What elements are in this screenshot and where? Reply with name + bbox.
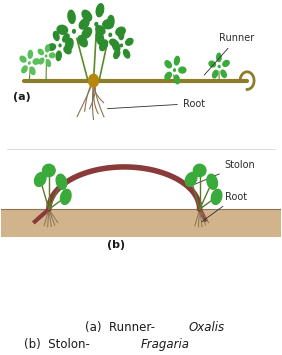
Ellipse shape [49,53,55,58]
Text: Fragaria: Fragaria [141,338,190,351]
Ellipse shape [20,56,26,62]
Ellipse shape [48,44,56,50]
Ellipse shape [82,28,92,38]
Ellipse shape [100,40,107,50]
Ellipse shape [53,32,59,40]
Ellipse shape [56,51,61,61]
Ellipse shape [221,70,226,77]
Text: Oxalis: Oxalis [188,321,224,334]
Ellipse shape [103,20,113,29]
Ellipse shape [56,174,67,189]
Ellipse shape [65,38,73,51]
Circle shape [89,74,98,87]
Ellipse shape [223,60,229,66]
Text: (b)  Stolon-: (b) Stolon- [24,338,90,351]
Ellipse shape [110,39,117,46]
Text: (b): (b) [107,240,125,250]
Text: Root: Root [202,192,247,222]
Circle shape [109,33,112,37]
Circle shape [45,55,47,57]
Ellipse shape [39,58,44,64]
Ellipse shape [213,70,218,78]
Ellipse shape [34,173,46,186]
Ellipse shape [33,59,39,64]
Ellipse shape [79,19,89,29]
Text: (a)  Runner-: (a) Runner- [85,321,155,334]
Ellipse shape [68,10,75,23]
Ellipse shape [64,47,71,54]
Ellipse shape [114,50,120,59]
Ellipse shape [185,173,197,186]
Ellipse shape [211,189,222,204]
Ellipse shape [61,189,71,204]
Ellipse shape [193,164,206,177]
Ellipse shape [108,16,114,27]
Ellipse shape [175,75,179,84]
Ellipse shape [43,164,55,177]
Ellipse shape [96,32,104,45]
Ellipse shape [96,4,104,17]
Ellipse shape [22,66,27,73]
Circle shape [173,69,175,71]
Ellipse shape [179,67,186,73]
Ellipse shape [217,53,221,61]
Circle shape [218,65,220,68]
Ellipse shape [38,49,43,55]
Circle shape [59,44,61,47]
Ellipse shape [47,60,50,66]
Ellipse shape [119,30,124,40]
Ellipse shape [82,10,92,21]
Text: Runner: Runner [204,33,254,75]
Text: Stolon: Stolon [188,160,255,187]
Ellipse shape [46,45,49,52]
Ellipse shape [207,174,217,189]
Ellipse shape [28,50,32,58]
Text: Root: Root [107,99,205,109]
Circle shape [28,62,30,64]
Ellipse shape [78,36,87,47]
FancyBboxPatch shape [1,209,281,237]
Circle shape [72,29,75,33]
Ellipse shape [112,40,120,51]
Ellipse shape [57,25,68,34]
Ellipse shape [63,34,69,42]
Ellipse shape [165,72,171,80]
Ellipse shape [165,61,171,68]
Ellipse shape [96,26,105,34]
Ellipse shape [175,56,179,65]
Ellipse shape [124,49,130,58]
Circle shape [120,44,122,47]
Circle shape [95,22,98,26]
Ellipse shape [126,38,133,45]
Ellipse shape [116,27,125,36]
Ellipse shape [30,67,35,75]
Ellipse shape [209,61,215,67]
Text: (a): (a) [13,92,30,102]
